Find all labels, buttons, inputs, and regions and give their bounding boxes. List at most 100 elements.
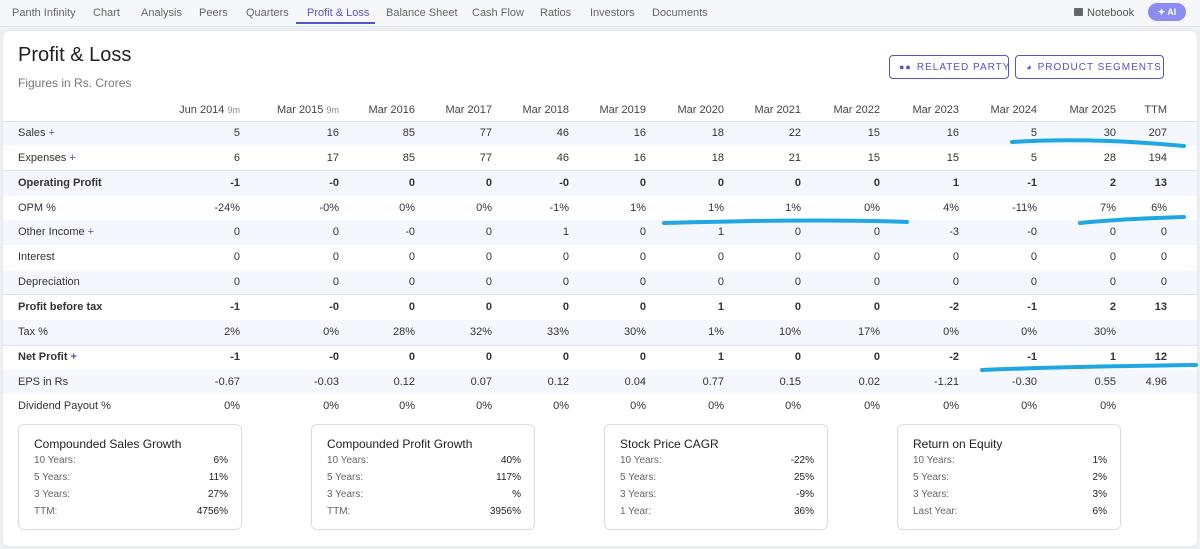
- table-row: [3, 270, 1197, 294]
- tab-chart[interactable]: Chart: [93, 7, 120, 19]
- table-cell: 0%: [943, 400, 959, 412]
- table-cell: 0: [485, 276, 492, 288]
- notebook-button[interactable]: Notebook: [1074, 7, 1134, 19]
- tab-peers[interactable]: Peers: [199, 7, 228, 19]
- table-cell: 0: [873, 276, 880, 288]
- column-header-jun-2014: Jun 2014 9m: [179, 104, 240, 116]
- row-label-text: OPM %: [18, 202, 56, 214]
- column-header-mar-2015: Mar 2015 9m: [277, 104, 339, 116]
- row-label-text: Depreciation: [18, 276, 80, 288]
- tab-profit-loss[interactable]: Profit & Loss: [307, 7, 370, 19]
- summary-row: 5 Years: 117%: [327, 472, 521, 486]
- column-header-mar-2025: Mar 2025: [1070, 104, 1116, 116]
- table-cell: -1: [1027, 351, 1037, 363]
- tab-ratios[interactable]: Ratios: [540, 7, 572, 19]
- tab-panth-infinity[interactable]: Panth Infinity: [12, 7, 76, 19]
- column-header-mar-2017: Mar 2017: [446, 104, 492, 116]
- table-cell: 32%: [469, 326, 492, 338]
- row-label-interest: Interest: [18, 251, 55, 263]
- row-label-net-profit[interactable]: Net Profit +: [18, 351, 77, 363]
- tab-analysis[interactable]: Analysis: [141, 7, 182, 19]
- table-cell: 0: [1160, 226, 1167, 238]
- summary-row-label: TTM:: [327, 506, 351, 517]
- row-label-expenses[interactable]: Expenses +: [18, 152, 76, 164]
- column-header-mar-2024: Mar 2024: [991, 104, 1037, 116]
- table-cell: 0.07: [470, 376, 492, 388]
- table-cell: 13: [1154, 177, 1167, 189]
- summary-row: 5 Years: 25%: [620, 472, 814, 486]
- table-cell: 30%: [1093, 326, 1116, 338]
- table-cell: 1: [717, 301, 724, 313]
- summary-row-value: 117%: [496, 472, 521, 483]
- expand-plus-icon[interactable]: +: [87, 226, 95, 238]
- tab-balance-sheet[interactable]: Balance Sheet: [386, 7, 458, 19]
- related-party-label: RELATED PARTY: [916, 62, 1011, 73]
- table-cell: 30%: [623, 326, 646, 338]
- tab-documents[interactable]: Documents: [652, 7, 708, 19]
- table-cell: 0: [408, 351, 415, 363]
- row-label-text: Expenses: [18, 152, 67, 164]
- summary-row-value: 25%: [793, 472, 814, 483]
- page-title: Profit & Loss: [18, 44, 132, 66]
- summary-row-value: 27%: [207, 489, 228, 500]
- table-row: [3, 320, 1197, 345]
- table-row: [3, 220, 1197, 245]
- table-cell: 0: [485, 351, 492, 363]
- expand-plus-icon[interactable]: +: [70, 351, 77, 363]
- table-cell: 0: [639, 177, 646, 189]
- summary-row-value: -22%: [790, 455, 814, 466]
- expand-plus-icon[interactable]: +: [69, 152, 76, 164]
- column-header-mar-2023: Mar 2023: [913, 104, 959, 116]
- table-cell: 0.77: [702, 376, 724, 388]
- tab-investors[interactable]: Investors: [590, 7, 635, 19]
- table-cell: 1%: [708, 326, 724, 338]
- summary-row: TTM: 4756%: [34, 506, 228, 520]
- summary-row-label: 10 Years:: [34, 455, 76, 466]
- row-label-dividend-payout: Dividend Payout %: [18, 400, 111, 412]
- column-header-label: Mar 2018: [522, 104, 569, 116]
- summary-row-value: 4756%: [196, 506, 228, 517]
- tab-quarters[interactable]: Quarters: [246, 7, 289, 19]
- table-cell: 0: [408, 301, 415, 313]
- tab-cash-flow[interactable]: Cash Flow: [472, 7, 524, 19]
- row-label-text: Tax %: [18, 326, 48, 338]
- table-cell: -1: [230, 301, 240, 313]
- table-cell: 0%: [399, 400, 415, 412]
- summary-row: 3 Years: -9%: [620, 489, 814, 503]
- summary-row: Last Year: 6%: [913, 506, 1107, 520]
- product-segments-button[interactable]: ◕ PRODUCT SEGMENTS: [1015, 55, 1164, 79]
- table-cell: -0.67: [214, 376, 240, 388]
- summary-row-label: 5 Years:: [913, 472, 950, 483]
- table-cell: 0%: [1100, 400, 1116, 412]
- table-cell: -0: [329, 301, 339, 313]
- summary-panel-title: Stock Price CAGR: [620, 437, 719, 451]
- pie-chart-icon: ◕: [1026, 62, 1033, 72]
- table-cell: 0: [794, 251, 801, 263]
- notebook-label: Notebook: [1087, 7, 1135, 19]
- expand-plus-icon[interactable]: +: [48, 127, 55, 139]
- summary-row: 10 Years: 6%: [34, 455, 228, 469]
- row-label-sales[interactable]: Sales +: [18, 127, 55, 139]
- table-cell: 6%: [1151, 202, 1167, 214]
- summary-row-value: %: [512, 489, 521, 500]
- ai-button[interactable]: ✦ AI: [1148, 3, 1186, 21]
- table-cell: 194: [1148, 152, 1167, 164]
- table-cell: 0.04: [624, 376, 646, 388]
- column-header-label: Mar 2025: [1069, 104, 1116, 116]
- table-cell: 28: [1103, 152, 1116, 164]
- summary-row-value: 6%: [1092, 506, 1107, 517]
- sparkle-icon: ✦: [1157, 7, 1166, 17]
- row-label-text: Net Profit: [18, 351, 68, 363]
- summary-panel-return-on-equity: Return on Equity 10 Years: 1% 5 Years: 2% 3 Y…: [897, 424, 1121, 530]
- summary-row-value: -9%: [796, 489, 814, 500]
- table-cell: 6: [233, 152, 240, 164]
- table-cell: 0: [562, 351, 569, 363]
- table-cell: 0: [233, 276, 240, 288]
- table-cell: 0%: [1021, 400, 1037, 412]
- column-header-period: 9m: [227, 105, 240, 115]
- row-label-other-income[interactable]: Other Income +: [18, 226, 94, 238]
- table-cell: 5: [233, 127, 240, 139]
- top-nav: Panth Infinity Chart Analysis Peers Quar…: [0, 0, 1200, 27]
- related-party-button[interactable]: ●● RELATED PARTY: [889, 55, 1009, 79]
- table-cell: 7%: [1100, 202, 1116, 214]
